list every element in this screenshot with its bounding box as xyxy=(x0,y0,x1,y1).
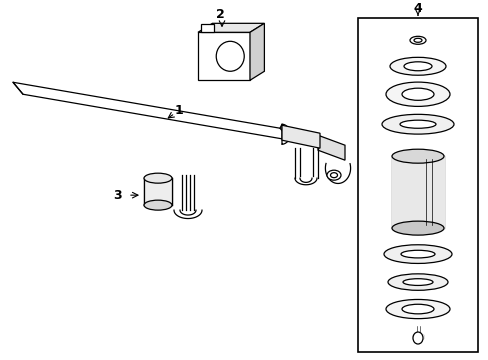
Ellipse shape xyxy=(409,36,425,44)
Polygon shape xyxy=(391,156,443,228)
Ellipse shape xyxy=(387,274,447,290)
Polygon shape xyxy=(198,23,264,32)
Ellipse shape xyxy=(381,114,453,134)
Ellipse shape xyxy=(413,38,421,42)
Ellipse shape xyxy=(399,120,435,128)
Bar xyxy=(357,18,477,352)
Ellipse shape xyxy=(143,200,172,210)
Polygon shape xyxy=(143,178,172,205)
Polygon shape xyxy=(200,24,213,32)
Ellipse shape xyxy=(402,279,432,285)
Text: 4: 4 xyxy=(413,2,422,15)
Text: 1: 1 xyxy=(174,104,183,117)
Ellipse shape xyxy=(385,82,449,107)
Ellipse shape xyxy=(401,304,433,314)
Text: 2: 2 xyxy=(215,8,224,21)
Polygon shape xyxy=(282,124,289,144)
Ellipse shape xyxy=(389,57,445,75)
Ellipse shape xyxy=(216,41,244,71)
Ellipse shape xyxy=(326,170,340,180)
Polygon shape xyxy=(249,23,264,80)
Ellipse shape xyxy=(412,332,422,344)
Ellipse shape xyxy=(143,173,172,183)
Polygon shape xyxy=(282,125,319,148)
Ellipse shape xyxy=(403,62,431,71)
Polygon shape xyxy=(412,335,422,338)
Ellipse shape xyxy=(385,300,449,319)
Ellipse shape xyxy=(383,245,451,264)
Polygon shape xyxy=(317,135,345,160)
Polygon shape xyxy=(13,82,289,140)
Ellipse shape xyxy=(391,221,443,235)
Ellipse shape xyxy=(401,88,433,100)
Bar xyxy=(198,32,249,80)
Text: 3: 3 xyxy=(113,189,122,202)
Ellipse shape xyxy=(391,149,443,163)
Ellipse shape xyxy=(330,173,337,178)
Ellipse shape xyxy=(400,250,434,258)
